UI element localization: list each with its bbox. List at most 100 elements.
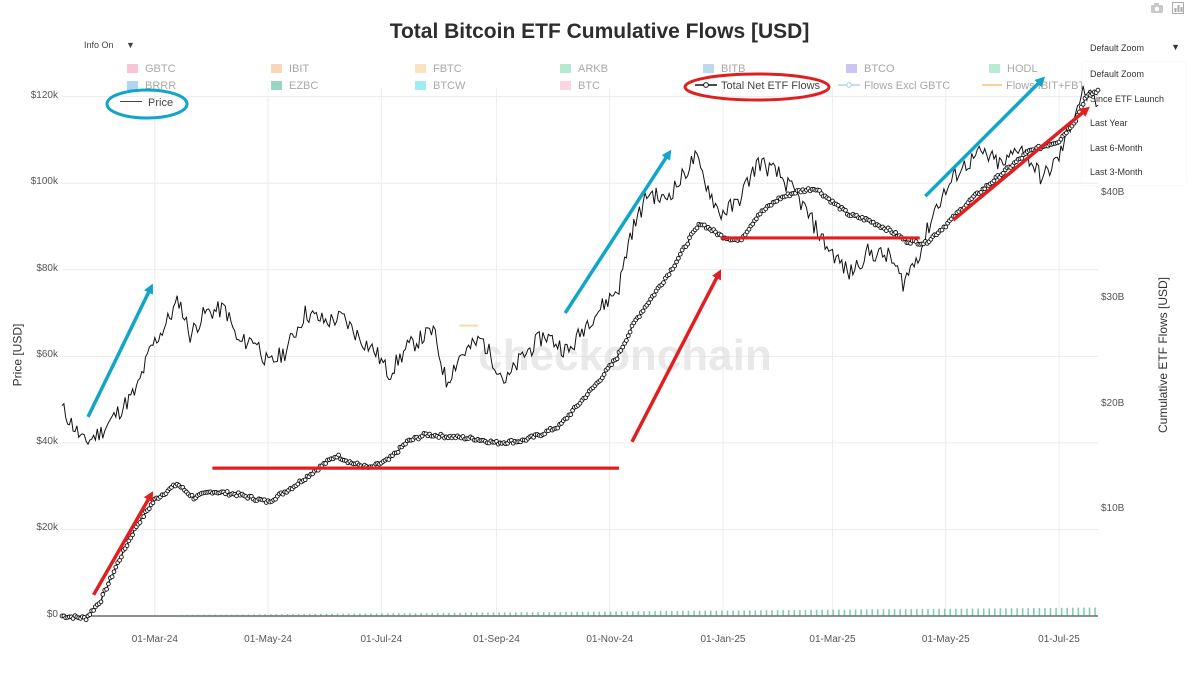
volume-bar	[1033, 608, 1035, 616]
series-total-flows-point	[104, 586, 109, 592]
legend-swatch	[127, 64, 138, 73]
total-flows-legend-highlight	[683, 72, 831, 102]
volume-bar	[882, 609, 885, 616]
volume-bar	[843, 609, 846, 616]
legend-item-ezbc[interactable]: EZBC	[271, 80, 318, 92]
legend-swatch	[415, 64, 426, 73]
volume-bar	[253, 614, 255, 616]
zoom-options: Default Zoom Since ETF Launch Last Year …	[1082, 62, 1186, 185]
volume-bar	[960, 608, 963, 616]
volume-bar	[442, 612, 445, 616]
legend-label: Flows IBIT+FBT…	[1006, 80, 1097, 92]
series-total-flows-point	[685, 241, 691, 247]
legend-swatch	[846, 64, 857, 73]
legend-item-arkb[interactable]: ARKB	[560, 63, 608, 75]
red-arrow	[92, 491, 154, 596]
zoom-option-since-launch[interactable]: Since ETF Launch	[1090, 93, 1165, 104]
volume-bar	[264, 614, 266, 616]
series-total-flows-point	[564, 415, 570, 421]
volume-bar	[570, 611, 573, 616]
blue-arrow	[924, 76, 1046, 198]
legend-item-btcw[interactable]: BTCW	[415, 80, 465, 92]
blue-arrow	[86, 283, 153, 418]
series-total-flows-point	[661, 280, 666, 285]
camera-icon[interactable]	[1150, 2, 1164, 17]
volume-bar	[704, 610, 706, 616]
volume-bar	[531, 612, 534, 616]
volume-bar	[236, 614, 239, 616]
volume-bar	[760, 610, 762, 616]
legend-item-flows-excl-gbtc[interactable]: Flows Excl GBTC	[838, 80, 950, 92]
legend-label: Flows Excl GBTC	[864, 80, 951, 92]
volume-bar	[353, 613, 356, 616]
volume-bar	[437, 612, 439, 616]
series-total-flows-point	[676, 255, 681, 261]
volume-bar	[347, 613, 350, 616]
red-arrow	[630, 269, 722, 443]
volume-bar	[709, 610, 712, 616]
legend-item-flows-ibit-fbtc[interactable]: Flows IBIT+FBT…	[982, 80, 1096, 92]
volume-bar	[286, 614, 289, 616]
legend-item-total-net-etf-flows[interactable]: Total Net ETF Flows	[695, 80, 820, 92]
volume-bar	[1010, 608, 1013, 616]
x-tick-label: 01-May-24	[244, 634, 292, 645]
zoom-option-last-year[interactable]: Last Year	[1090, 118, 1128, 129]
series-total-flows-point	[1095, 87, 1101, 93]
volume-bar	[765, 610, 768, 616]
volume-bar	[1021, 608, 1024, 616]
legend-swatch	[127, 81, 138, 90]
series-total-flows-point	[754, 216, 759, 222]
legend-item-hodl[interactable]: HODL	[989, 63, 1038, 75]
series-total-flows-point	[620, 344, 626, 350]
legend-item-btco[interactable]: BTCO	[846, 63, 895, 75]
volume-bar	[592, 611, 595, 616]
volume-bar	[420, 613, 422, 616]
volume-bar	[782, 610, 784, 616]
series-total-flows-point	[843, 207, 848, 213]
volume-bar	[776, 610, 779, 616]
legend-item-bitb[interactable]: BITB	[703, 63, 745, 75]
zoom-option-last-3-month[interactable]: Last 3-Month	[1090, 167, 1143, 178]
series-total-flows-point	[1064, 130, 1069, 136]
volume-bar	[364, 613, 367, 616]
volume-bar	[542, 612, 545, 616]
x-tick-label: 01-Sep-24	[473, 634, 520, 645]
zoom-select[interactable]: Default Zoom ▼	[1082, 38, 1186, 58]
volume-bar	[242, 614, 244, 616]
series-total-flows-point	[609, 362, 614, 368]
series-total-flows-point	[100, 592, 106, 597]
series-total-flows-point	[150, 500, 156, 506]
volume-bar	[492, 612, 495, 616]
y-left-tick-label: $60k	[36, 349, 58, 361]
y-right-tick-label: $20B	[1101, 397, 1125, 409]
series-total-flows-point	[87, 612, 93, 617]
volume-bar	[904, 609, 907, 616]
bar-chart-icon[interactable]	[1172, 2, 1184, 17]
volume-bar	[470, 612, 473, 616]
volume-bar	[793, 610, 796, 616]
volume-bar	[726, 610, 729, 616]
legend-item-price[interactable]: Price	[120, 97, 173, 109]
volume-bar	[721, 610, 723, 616]
series-total-flows-point	[943, 224, 949, 230]
legend-item-gbtc[interactable]: GBTC	[127, 63, 176, 75]
info-toggle[interactable]: Info On ▼	[84, 40, 135, 50]
volume-bar	[297, 614, 300, 616]
legend-item-fbtc[interactable]: FBTC	[415, 63, 462, 75]
series-total-flows-point	[674, 259, 679, 265]
chevron-down-icon: ▼	[1171, 42, 1180, 52]
volume-bar	[743, 610, 745, 616]
volume-bar	[464, 612, 467, 616]
series-total-flows-point	[555, 425, 561, 431]
volume-bar	[637, 611, 640, 616]
zoom-option-default[interactable]: Default Zoom	[1090, 69, 1145, 79]
volume-bar	[860, 609, 862, 616]
series-total-flows-point	[893, 230, 898, 235]
legend-label: HODL	[1007, 63, 1038, 75]
y-right-tick-label: $40B	[1101, 186, 1125, 198]
legend-item-btc[interactable]: BTC	[560, 80, 600, 92]
zoom-option-last-6-month[interactable]: Last 6-Month	[1090, 142, 1143, 153]
legend-item-ibit[interactable]: IBIT	[271, 63, 309, 75]
volume-bar	[999, 608, 1002, 616]
